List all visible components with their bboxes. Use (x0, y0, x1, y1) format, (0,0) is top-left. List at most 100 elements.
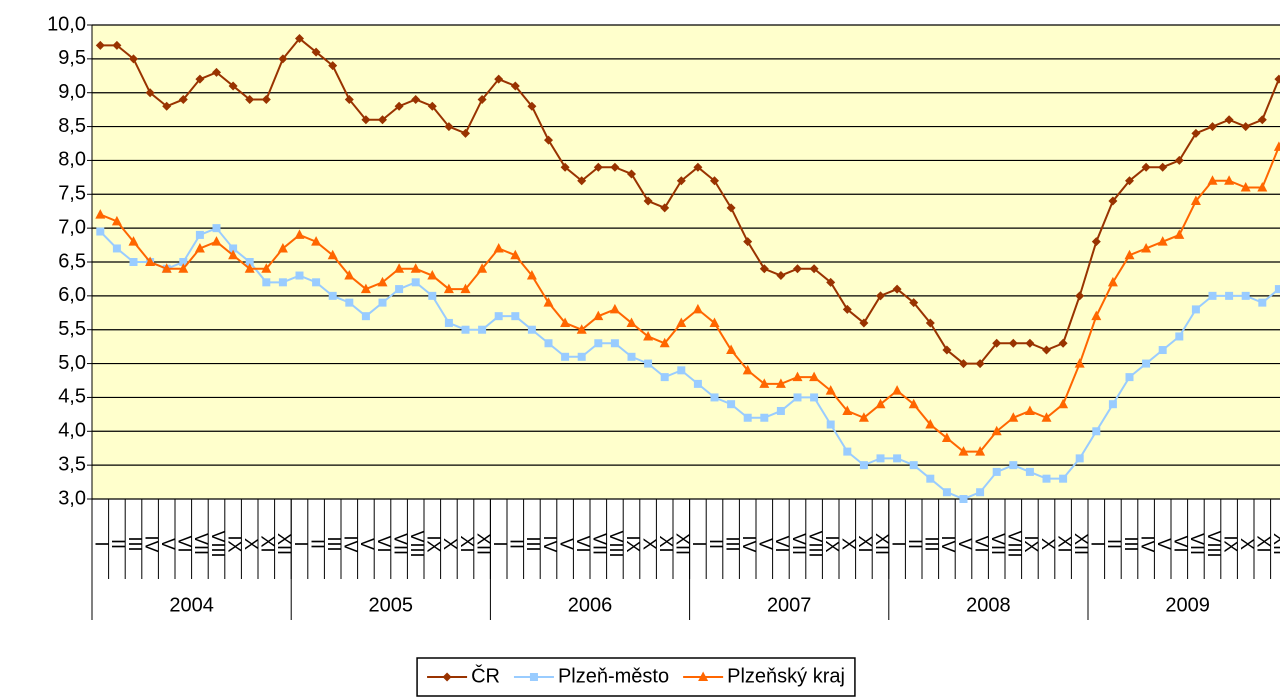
marker (1008, 412, 1019, 422)
x-tick-label: VII (590, 533, 610, 555)
marker (228, 81, 238, 91)
marker (776, 271, 786, 281)
marker (560, 317, 571, 327)
y-tick-label: 5,0 (58, 352, 86, 374)
group-label: 2008 (966, 594, 1011, 616)
marker (1075, 454, 1084, 463)
x-tick-label: II (1104, 539, 1124, 549)
x-tick-label: V (357, 538, 377, 550)
x-tick-label: VI (175, 535, 195, 552)
marker (544, 135, 553, 145)
marker (1091, 310, 1102, 321)
marker (395, 285, 404, 294)
legend: ČR Plzeň-město Plzeňský kraj (416, 657, 856, 697)
marker (593, 310, 604, 321)
y-tick-label: 3,0 (58, 487, 86, 509)
marker (809, 371, 820, 382)
marker (643, 196, 653, 206)
marker (1107, 276, 1118, 287)
marker (1273, 141, 1280, 151)
marker (710, 176, 719, 186)
marker (1257, 182, 1268, 192)
marker (742, 364, 753, 375)
marker (510, 249, 521, 260)
marker (1141, 242, 1152, 253)
x-tick-label: VII (390, 533, 410, 555)
marker (859, 461, 868, 470)
y-tick-label: 8,5 (58, 115, 86, 137)
marker (112, 244, 121, 253)
x-tick-label: V (158, 538, 178, 550)
x-tick-label: XI (457, 535, 477, 552)
marker (543, 297, 554, 307)
x-tick-label: X (440, 538, 460, 550)
marker (1075, 291, 1085, 301)
marker (743, 237, 753, 247)
marker (262, 278, 271, 287)
marker (129, 54, 138, 64)
x-tick-label: XII (1071, 533, 1091, 555)
x-tick-label: XI (855, 535, 875, 552)
x-tick-label: XI (1254, 535, 1274, 552)
marker (759, 378, 770, 388)
x-tick-label: VII (191, 533, 211, 555)
x-tick-label: III (922, 536, 942, 551)
marker (1224, 175, 1235, 185)
x-tick-label: IV (739, 535, 759, 552)
y-tick-label: 6,5 (58, 250, 86, 272)
marker (858, 412, 869, 422)
marker (909, 461, 918, 470)
x-tick-label: VIII (1204, 530, 1224, 557)
marker (461, 128, 470, 138)
marker (212, 224, 221, 233)
marker (161, 263, 172, 273)
marker (727, 400, 736, 409)
marker (925, 419, 936, 429)
x-tick-label: IV (141, 535, 161, 552)
marker (1174, 155, 1184, 165)
marker (1241, 291, 1250, 300)
marker (659, 337, 670, 348)
legend-label: ČR (471, 664, 500, 687)
x-tick-label: IX (1021, 535, 1041, 552)
marker (942, 488, 951, 497)
marker (698, 671, 709, 681)
marker (1125, 373, 1134, 382)
marker (726, 344, 737, 355)
x-tick-label: III (125, 536, 145, 551)
x-tick-label: XI (656, 535, 676, 552)
y-tick-label: 3,5 (58, 453, 86, 475)
marker (743, 413, 752, 422)
marker (627, 352, 636, 361)
marker (444, 318, 453, 327)
x-tick-label: II (307, 539, 327, 549)
x-tick-label: VIII (208, 530, 228, 557)
marker (842, 405, 853, 415)
x-tick-label: XII (1270, 533, 1280, 555)
marker (843, 447, 852, 456)
marker (1025, 338, 1035, 348)
marker (328, 291, 337, 300)
x-tick-label: VIII (407, 530, 427, 557)
marker (1257, 115, 1267, 125)
marker (245, 94, 255, 104)
marker (212, 67, 221, 77)
marker (760, 413, 769, 422)
marker (825, 385, 836, 395)
marker (377, 276, 388, 287)
x-tick-label: IX (623, 535, 643, 552)
marker (1174, 229, 1185, 239)
marker (477, 263, 488, 273)
marker (1025, 467, 1034, 476)
x-tick-label: XII (673, 533, 693, 555)
marker (1108, 196, 1118, 206)
marker (1024, 405, 1035, 415)
x-tick-label: X (639, 538, 659, 550)
x-tick-label: VIII (805, 530, 825, 557)
marker (959, 359, 968, 369)
marker (610, 339, 619, 348)
x-tick-label: III (1121, 536, 1141, 551)
marker (179, 258, 188, 266)
marker (378, 298, 387, 307)
marker (511, 312, 520, 321)
